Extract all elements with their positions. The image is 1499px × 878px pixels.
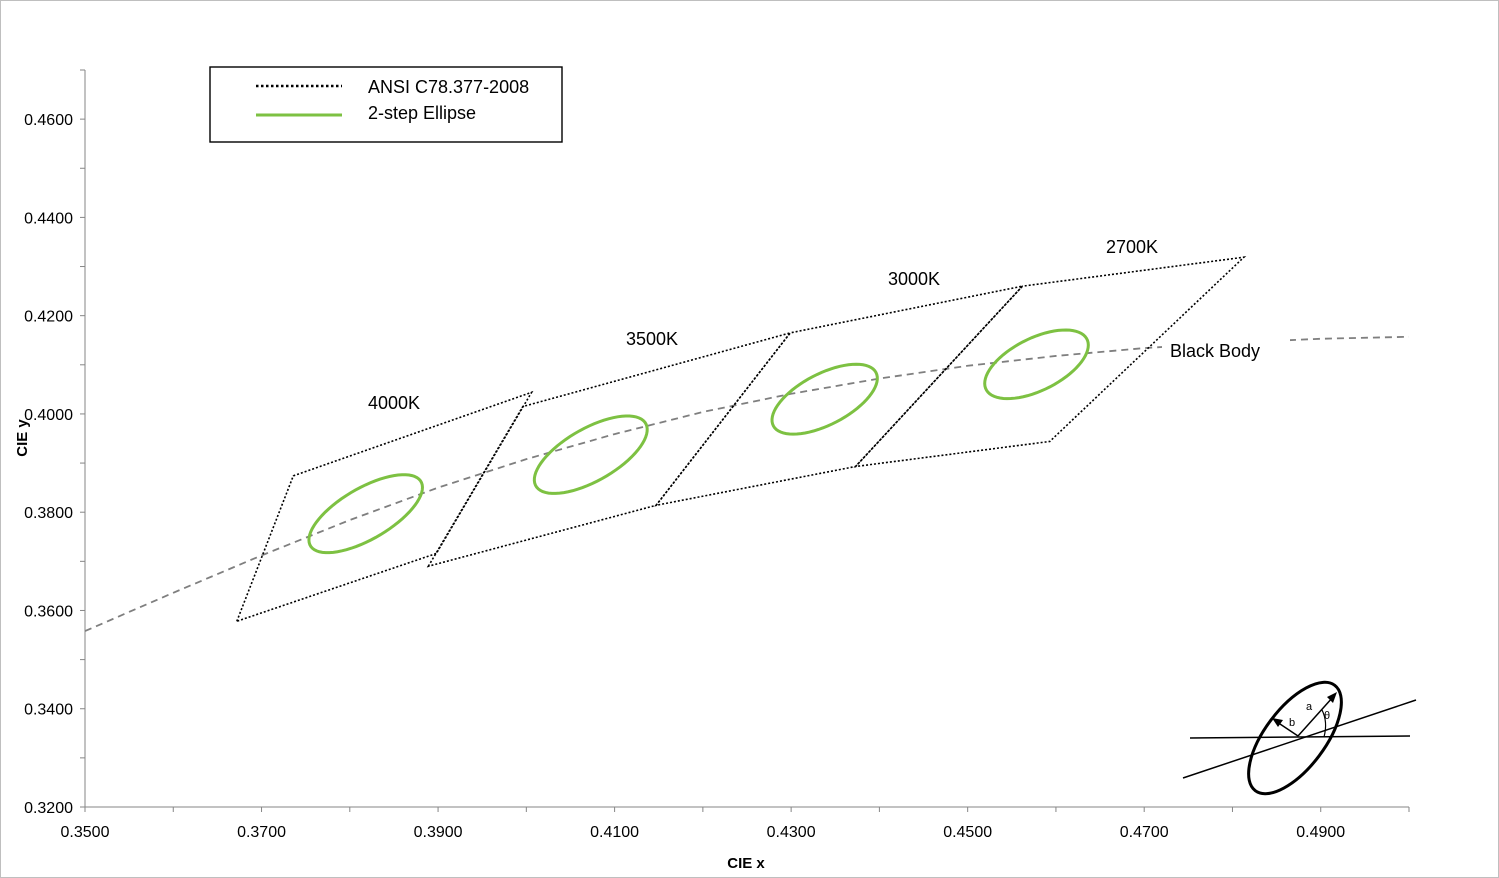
ansi-quadrangle-3000k — [654, 284, 1025, 507]
ansi-quadrangle-4000k — [235, 390, 534, 623]
x-tick-label: 0.4100 — [590, 824, 639, 841]
ansi-quadrangle-3500k — [426, 331, 793, 568]
legend-label-ansi: ANSI C78.377-2008 — [368, 77, 529, 97]
y-tick-label: 0.3400 — [24, 702, 73, 719]
x-tick-label: 0.4500 — [943, 824, 992, 841]
y-tick-label: 0.4200 — [24, 309, 73, 326]
y-axis-title: CIE y — [14, 419, 31, 457]
ellipse-4000k — [307, 473, 424, 555]
inset-a-arrowhead — [1327, 692, 1337, 703]
y-tick-label: 0.3600 — [24, 603, 73, 620]
inset-theta-arc — [1321, 709, 1327, 738]
ellipse-3000k — [770, 362, 879, 436]
annotation-4000k: 4000K — [368, 393, 420, 413]
inset-horizontal-line — [1189, 735, 1411, 739]
annotation-3000k: 3000K — [888, 269, 940, 289]
annotation-2700k: 2700K — [1106, 237, 1158, 257]
inset-b-arrow — [1276, 721, 1299, 737]
y-tick-label: 0.4400 — [24, 210, 73, 227]
inset-label-a: a — [1306, 701, 1313, 713]
legend-box — [209, 66, 563, 143]
x-tick-label: 0.3700 — [237, 824, 286, 841]
inset-a-arrow — [1297, 696, 1334, 737]
legend-label-ellipse: 2-step Ellipse — [368, 103, 476, 123]
x-tick-label: 0.3500 — [61, 824, 110, 841]
ellipse-2700k — [983, 328, 1090, 401]
annotation-3500k: 3500K — [626, 329, 678, 349]
black-body-locus — [84, 335, 1410, 632]
y-tick-label: 0.4600 — [24, 112, 73, 129]
inset-label-b: b — [1289, 717, 1295, 729]
inset-label-theta: θ — [1324, 710, 1330, 722]
x-tick-label: 0.4700 — [1120, 824, 1169, 841]
inset-major-axis-line — [1182, 699, 1417, 779]
y-tick-label: 0.4000 — [24, 407, 73, 424]
annotation-black-body: Black Body — [1170, 341, 1260, 361]
ellipse-3500k — [532, 414, 649, 495]
x-axis-title: CIE x — [727, 855, 765, 872]
ansi-quadrangle-2700k — [853, 256, 1247, 468]
legend: ANSI C78.377-2008 2-step Ellipse — [209, 66, 563, 143]
inset-ellipse — [1247, 680, 1343, 796]
y-tick-label: 0.3200 — [24, 800, 73, 817]
inset-b-arrowhead — [1272, 718, 1283, 727]
black-body-label-background — [1162, 336, 1290, 364]
plot-area: 0.3500 0.3700 0.3900 0.4100 0.4300 0.4500 0.47… — [24, 69, 1410, 841]
x-tick-label: 0.3900 — [414, 824, 463, 841]
x-tick-label: 0.4300 — [767, 824, 816, 841]
x-tick-label: 0.4900 — [1296, 824, 1345, 841]
y-tick-label: 0.3800 — [24, 505, 73, 522]
ellipse-parameter-inset: a b θ — [1182, 680, 1417, 796]
